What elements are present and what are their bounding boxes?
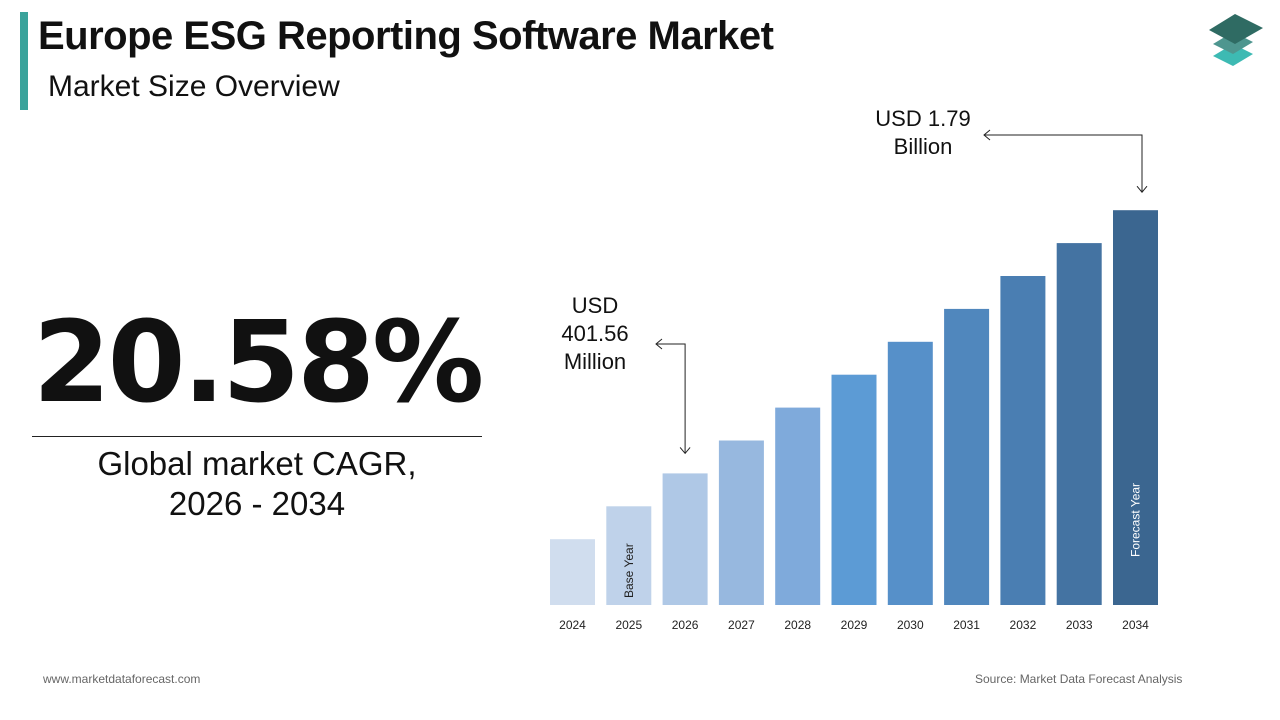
x-tick-label: 2024	[559, 618, 586, 632]
source-note: Source: Market Data Forecast Analysis	[975, 672, 1183, 686]
annotation-line: Million	[563, 349, 627, 374]
stacked-layers-logo-icon	[1209, 14, 1263, 66]
bar-2027	[718, 440, 764, 605]
annotation-arrow-2034	[984, 134, 1143, 193]
cagr-label-line1: Global market CAGR,	[97, 445, 417, 482]
x-tick-label: 2033	[1066, 618, 1093, 632]
annotation-line: USD	[571, 293, 619, 318]
annotation-line: 401.56	[561, 321, 629, 346]
x-tick-label: 2025	[615, 618, 642, 632]
bar-2031	[944, 308, 990, 605]
x-tick-label: 2026	[672, 618, 699, 632]
arrowhead	[679, 447, 691, 455]
website-link[interactable]: www.marketdataforecast.com	[43, 672, 201, 686]
title-accent-bar	[20, 12, 28, 110]
arrowhead	[983, 129, 991, 141]
bar-2029	[831, 374, 877, 605]
x-tick-label: 2028	[784, 618, 811, 632]
page-title: Europe ESG Reporting Software Market	[38, 14, 774, 58]
bar-label-2034: Forecast Year	[1129, 483, 1143, 557]
cagr-label-line2: 2026 - 2034	[168, 485, 346, 522]
bar-2028	[775, 407, 821, 605]
divider	[32, 436, 482, 437]
cagr-value: 20.58%	[32, 298, 484, 428]
bar-label-2025: Base Year	[622, 543, 636, 598]
bar-2032	[1000, 276, 1046, 605]
arrowhead	[1136, 185, 1148, 193]
annotation-line: USD 1.79	[875, 106, 971, 131]
annotation-2026: USD 401.56 Million	[545, 292, 645, 376]
bar-2026	[662, 473, 708, 605]
x-tick-label: 2034	[1122, 618, 1149, 632]
bar-2024	[550, 539, 595, 605]
annotation-arrow-2026	[656, 343, 686, 454]
bar-2025	[606, 506, 652, 605]
bar-2030	[887, 341, 933, 605]
x-tick-label: 2029	[841, 618, 868, 632]
x-tick-label: 2032	[1010, 618, 1037, 632]
bar-2033	[1056, 243, 1102, 605]
x-tick-label: 2027	[728, 618, 755, 632]
x-tick-label: 2031	[953, 618, 980, 632]
annotation-2034: USD 1.79 Billion	[860, 105, 986, 161]
page-subtitle: Market Size Overview	[48, 70, 340, 103]
x-tick-label: 2030	[897, 618, 924, 632]
annotation-line: Billion	[893, 134, 953, 159]
cagr-label: Global market CAGR, 2026 - 2034	[32, 444, 482, 524]
arrowhead	[655, 338, 663, 350]
bar-2034	[1113, 210, 1158, 605]
